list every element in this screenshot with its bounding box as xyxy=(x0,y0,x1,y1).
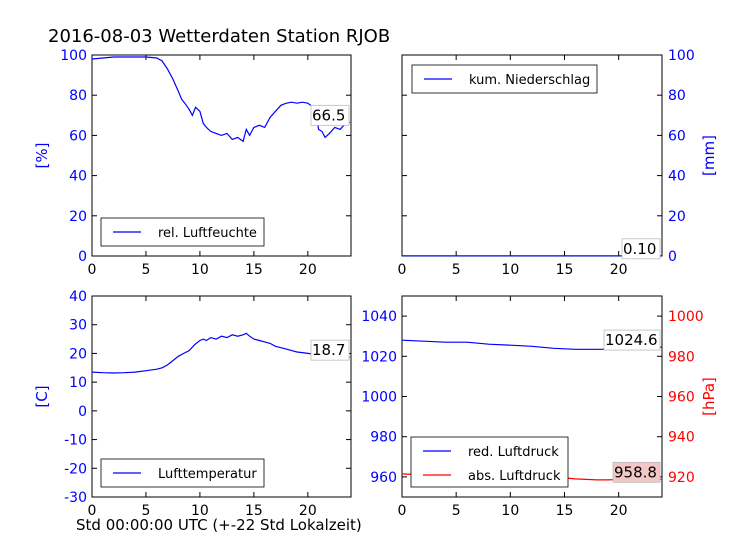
x-tick-label: 10 xyxy=(501,262,519,278)
y-right-tick-label: 1000 xyxy=(668,309,704,325)
x-tick-label: 5 xyxy=(452,262,461,278)
end-label-box xyxy=(603,329,661,351)
temperature-y-axis-label: [C] xyxy=(33,385,51,407)
figure-title: 2016-08-03 Wetterdaten Station RJOB xyxy=(48,26,391,47)
end-label-box xyxy=(310,104,350,126)
y-right-tick-label: 940 xyxy=(668,430,695,446)
y-tick-label: 40 xyxy=(668,169,686,185)
end-label-box xyxy=(310,339,350,361)
end-value-label: 18.7 xyxy=(312,341,345,359)
x-tick-label: 10 xyxy=(191,262,209,278)
x-tick-label: 0 xyxy=(398,503,407,519)
y-tick-label: -30 xyxy=(64,490,87,506)
temperature-plot-frame xyxy=(91,295,352,498)
end-label-box xyxy=(621,238,661,260)
y-right-tick-label: 960 xyxy=(668,390,695,406)
y-tick-label: 40 xyxy=(69,289,87,305)
legend-label: red. Luftdruck xyxy=(468,445,559,460)
end-value-label: 1024.6 xyxy=(605,331,658,349)
y-right-tick-label: 920 xyxy=(668,470,695,486)
x-tick-label: 15 xyxy=(556,503,574,519)
end-label-box xyxy=(612,461,661,483)
y-tick-label: 100 xyxy=(668,48,695,64)
x-tick-label: 5 xyxy=(452,503,461,519)
x-tick-label: 5 xyxy=(141,503,150,519)
x-tick-label: 20 xyxy=(610,503,628,519)
y-tick-label: -10 xyxy=(64,433,87,449)
legend-box xyxy=(410,436,569,488)
end-value-label: 66.5 xyxy=(312,106,345,124)
x-tick-label: 20 xyxy=(299,262,317,278)
x-tick-label: 20 xyxy=(299,503,317,519)
legend-label: kum. Niederschlag xyxy=(469,73,590,88)
y-tick-label: 30 xyxy=(69,318,87,334)
y-tick-label: -20 xyxy=(64,461,87,477)
y-tick-label: 60 xyxy=(668,128,686,144)
humidity-y-axis-label: [%] xyxy=(33,143,51,169)
y-tick-label: 0 xyxy=(78,249,87,265)
y-tick-label: 10 xyxy=(69,375,87,391)
y-tick-label: 20 xyxy=(668,209,686,225)
y-tick-label: 20 xyxy=(69,346,87,362)
legend-label: Lufttemperatur xyxy=(158,467,257,482)
x-tick-label: 15 xyxy=(245,262,263,278)
end-value-label: 958.8 xyxy=(614,463,657,481)
pressure-y-axis-label: [hPa] xyxy=(700,377,718,416)
humidity-series-line xyxy=(91,56,351,143)
humidity-plot-frame xyxy=(91,54,352,257)
x-axis-label: Std 00:00:00 UTC (+-22 Std Lokalzeit) xyxy=(76,516,362,534)
y-tick-label: 1000 xyxy=(361,390,397,406)
y-tick-label: 20 xyxy=(69,209,87,225)
y-tick-label: 100 xyxy=(60,48,87,64)
y-right-tick-label: 980 xyxy=(668,349,695,365)
x-tick-label: 20 xyxy=(610,262,628,278)
x-tick-label: 10 xyxy=(191,503,209,519)
y-tick-label: 0 xyxy=(78,404,87,420)
y-tick-label: 80 xyxy=(668,88,686,104)
y-tick-label: 40 xyxy=(69,169,87,185)
x-tick-label: 15 xyxy=(556,262,574,278)
end-value-label: 0.10 xyxy=(623,240,656,258)
x-tick-label: 15 xyxy=(245,503,263,519)
x-tick-label: 5 xyxy=(141,262,150,278)
y-tick-label: 960 xyxy=(370,470,397,486)
x-tick-label: 0 xyxy=(88,262,97,278)
y-tick-label: 1040 xyxy=(361,309,397,325)
y-tick-label: 60 xyxy=(69,128,87,144)
temperature-series-line xyxy=(91,332,350,374)
y-tick-label: 980 xyxy=(370,430,397,446)
legend-label: abs. Luftdruck xyxy=(468,469,561,484)
legend-label: rel. Luftfeuchte xyxy=(158,226,257,241)
y-tick-label: 1020 xyxy=(361,349,397,365)
x-tick-label: 10 xyxy=(501,503,519,519)
x-tick-label: 0 xyxy=(398,262,407,278)
x-tick-label: 0 xyxy=(88,503,97,519)
y-tick-label: 80 xyxy=(69,88,87,104)
precip-y-axis-label: [mm] xyxy=(700,135,718,176)
y-tick-label: 0 xyxy=(668,249,677,265)
